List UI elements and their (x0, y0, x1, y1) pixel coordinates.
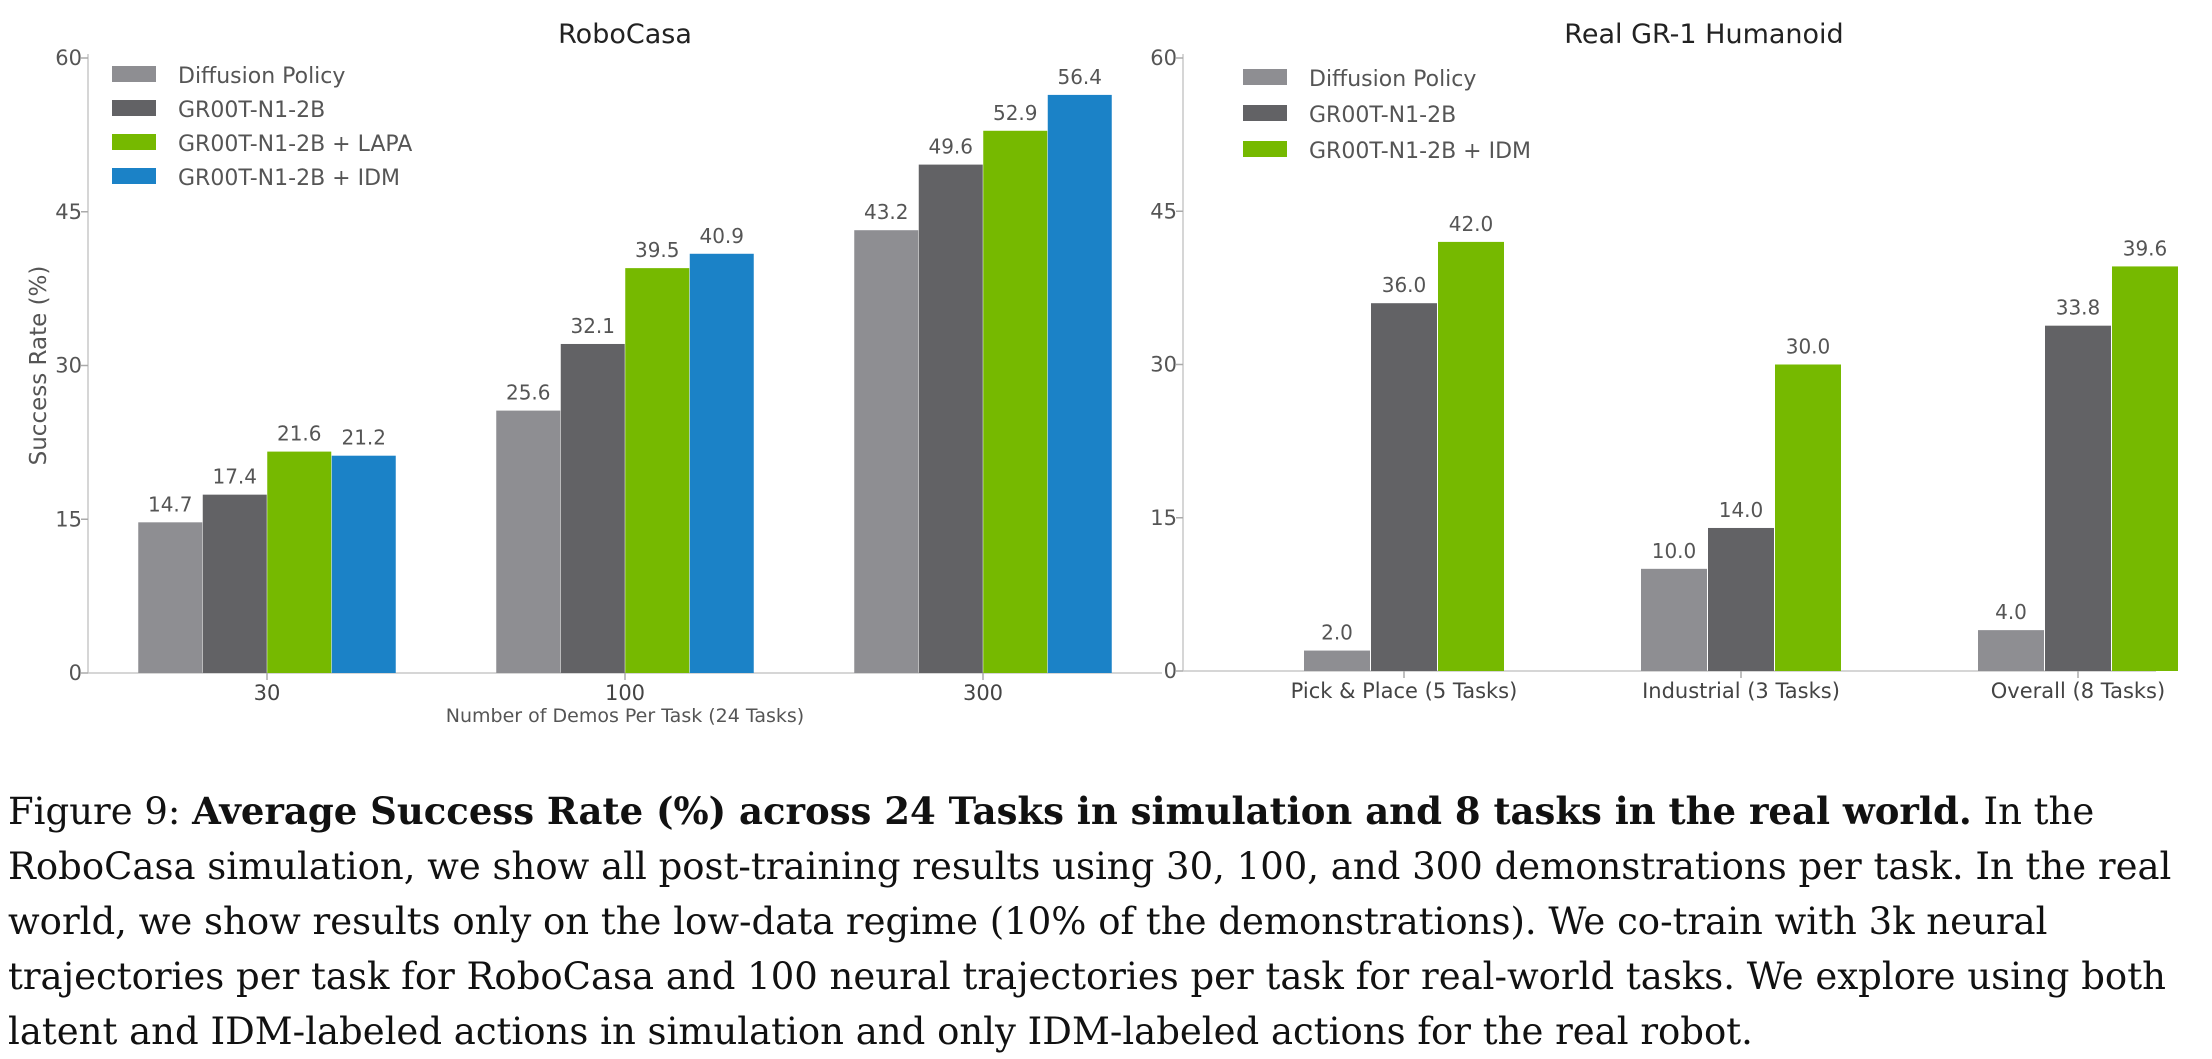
y-tick-label: 15 (55, 507, 82, 531)
y-tick-label: 60 (1150, 46, 1177, 70)
x-tick-label: 100 (605, 681, 645, 705)
legend-swatch (1243, 105, 1287, 121)
y-tick-label: 0 (1164, 659, 1177, 683)
bar-gr00t-n1-2b-pick-place-5-tasks- (1371, 303, 1437, 671)
x-tick-label: Pick & Place (5 Tasks) (1291, 679, 1518, 703)
legend-label: GR00T-N1-2B + IDM (178, 166, 400, 191)
legend-swatch (1243, 141, 1287, 157)
data-label: 39.6 (2123, 236, 2168, 260)
data-label: 43.2 (864, 200, 909, 224)
data-label: 17.4 (212, 465, 257, 489)
bar-diffusion-policy-overall-8-tasks- (1978, 630, 2044, 671)
bar-diffusion-policy-100 (496, 410, 561, 673)
data-label: 52.9 (993, 101, 1038, 125)
legend: Diffusion Policy GR00T-N1-2B GR00T-N1-2B +… (112, 64, 412, 191)
bar-diffusion-policy-industrial-3-tasks- (1641, 568, 1707, 671)
bar-gr00t-n1-2b-lapa-30 (267, 451, 332, 673)
bar-diffusion-policy-pick-place-5-tasks- (1304, 650, 1370, 671)
x-tick-label: 300 (963, 681, 1003, 705)
data-label: 42.0 (1449, 212, 1494, 236)
data-label: 36.0 (1382, 273, 1427, 297)
legend-label: GR00T-N1-2B + IDM (1309, 139, 1531, 164)
data-label: 21.2 (341, 426, 386, 450)
data-label: 4.0 (1995, 600, 2027, 624)
bar-diffusion-policy-30 (138, 522, 203, 673)
legend-label: GR00T-N1-2B (178, 98, 325, 123)
data-label: 33.8 (2056, 296, 2101, 320)
legend-swatch (112, 66, 156, 82)
legend-label: GR00T-N1-2B + LAPA (178, 132, 412, 157)
y-tick-label: 30 (55, 354, 82, 378)
legend: Diffusion Policy GR00T-N1-2B GR00T-N1-2B +… (1243, 67, 1531, 164)
legend-label: Diffusion Policy (178, 64, 345, 89)
data-label: 25.6 (506, 381, 551, 405)
chart-title: RoboCasa (558, 19, 692, 50)
legend-label: Diffusion Policy (1309, 67, 1476, 92)
legend-label: GR00T-N1-2B (1309, 103, 1456, 128)
figure-charts: RoboCasa 0 15 30 45 60 Success Rate (%) Number … (26, 19, 2178, 727)
data-label: 30.0 (1786, 335, 1831, 359)
data-label: 21.6 (277, 422, 322, 446)
chart-title: Real GR-1 Humanoid (1564, 19, 1843, 50)
y-tick-label: 15 (1150, 506, 1177, 530)
bar-gr00t-n1-2b-100 (560, 343, 625, 673)
data-label: 40.9 (699, 224, 744, 248)
y-tick-label: 45 (55, 200, 82, 224)
bar-gr00t-n1-2b-idm-industrial-3-tasks- (1775, 364, 1841, 671)
figure-caption: Figure 9: Average Success Rate (%) acros… (8, 784, 2204, 1059)
chart-1: RoboCasa 0 15 30 45 60 Success Rate (%) Number … (26, 19, 1162, 727)
x-axis-label: Number of Demos Per Task (24 Tasks) (446, 705, 804, 727)
x-tick-label: Overall (8 Tasks) (1991, 679, 2165, 703)
y-axis-label: Success Rate (%) (26, 266, 52, 466)
data-label: 32.1 (570, 314, 615, 338)
bar-gr00t-n1-2b-300 (918, 164, 983, 673)
data-label: 2.0 (1321, 621, 1353, 645)
data-label: 56.4 (1057, 65, 1102, 89)
y-tick-label: 60 (55, 46, 82, 70)
caption-bold: Average Success Rate (%) across 24 Tasks… (192, 789, 1972, 833)
caption-prefix: Figure 9: (8, 790, 193, 833)
legend-swatch (112, 168, 156, 184)
bar-gr00t-n1-2b-industrial-3-tasks- (1708, 527, 1774, 671)
caption-body: In the RoboCasa simulation, we show all … (8, 790, 2172, 1053)
legend-swatch (112, 134, 156, 150)
data-label: 10.0 (1652, 539, 1697, 563)
bar-gr00t-n1-2b-idm-100 (689, 253, 754, 673)
bar-gr00t-n1-2b-idm-overall-8-tasks- (2112, 266, 2178, 671)
bar-gr00t-n1-2b-overall-8-tasks- (2045, 325, 2111, 671)
legend-swatch (112, 100, 156, 116)
bar-diffusion-policy-300 (854, 230, 919, 673)
x-tick-label: 30 (254, 681, 281, 705)
y-tick-label: 30 (1150, 353, 1177, 377)
legend-swatch (1243, 69, 1287, 85)
bar-gr00t-n1-2b-lapa-300 (983, 130, 1048, 673)
y-tick-label: 0 (69, 661, 82, 685)
data-label: 14.0 (1719, 498, 1764, 522)
bar-gr00t-n1-2b-30 (202, 494, 267, 673)
bar-gr00t-n1-2b-idm-30 (331, 455, 396, 673)
data-label: 49.6 (928, 135, 973, 159)
data-label: 14.7 (148, 492, 193, 516)
x-tick-label: Industrial (3 Tasks) (1642, 679, 1840, 703)
bar-gr00t-n1-2b-idm-300 (1047, 94, 1112, 673)
y-tick-label: 45 (1150, 199, 1177, 223)
data-label: 39.5 (635, 238, 680, 262)
chart-2: Real GR-1 Humanoid 0 15 30 45 60 Pick & Place … (1150, 19, 2178, 703)
bar-gr00t-n1-2b-lapa-100 (625, 268, 690, 673)
bar-gr00t-n1-2b-idm-pick-place-5-tasks- (1438, 241, 1504, 671)
